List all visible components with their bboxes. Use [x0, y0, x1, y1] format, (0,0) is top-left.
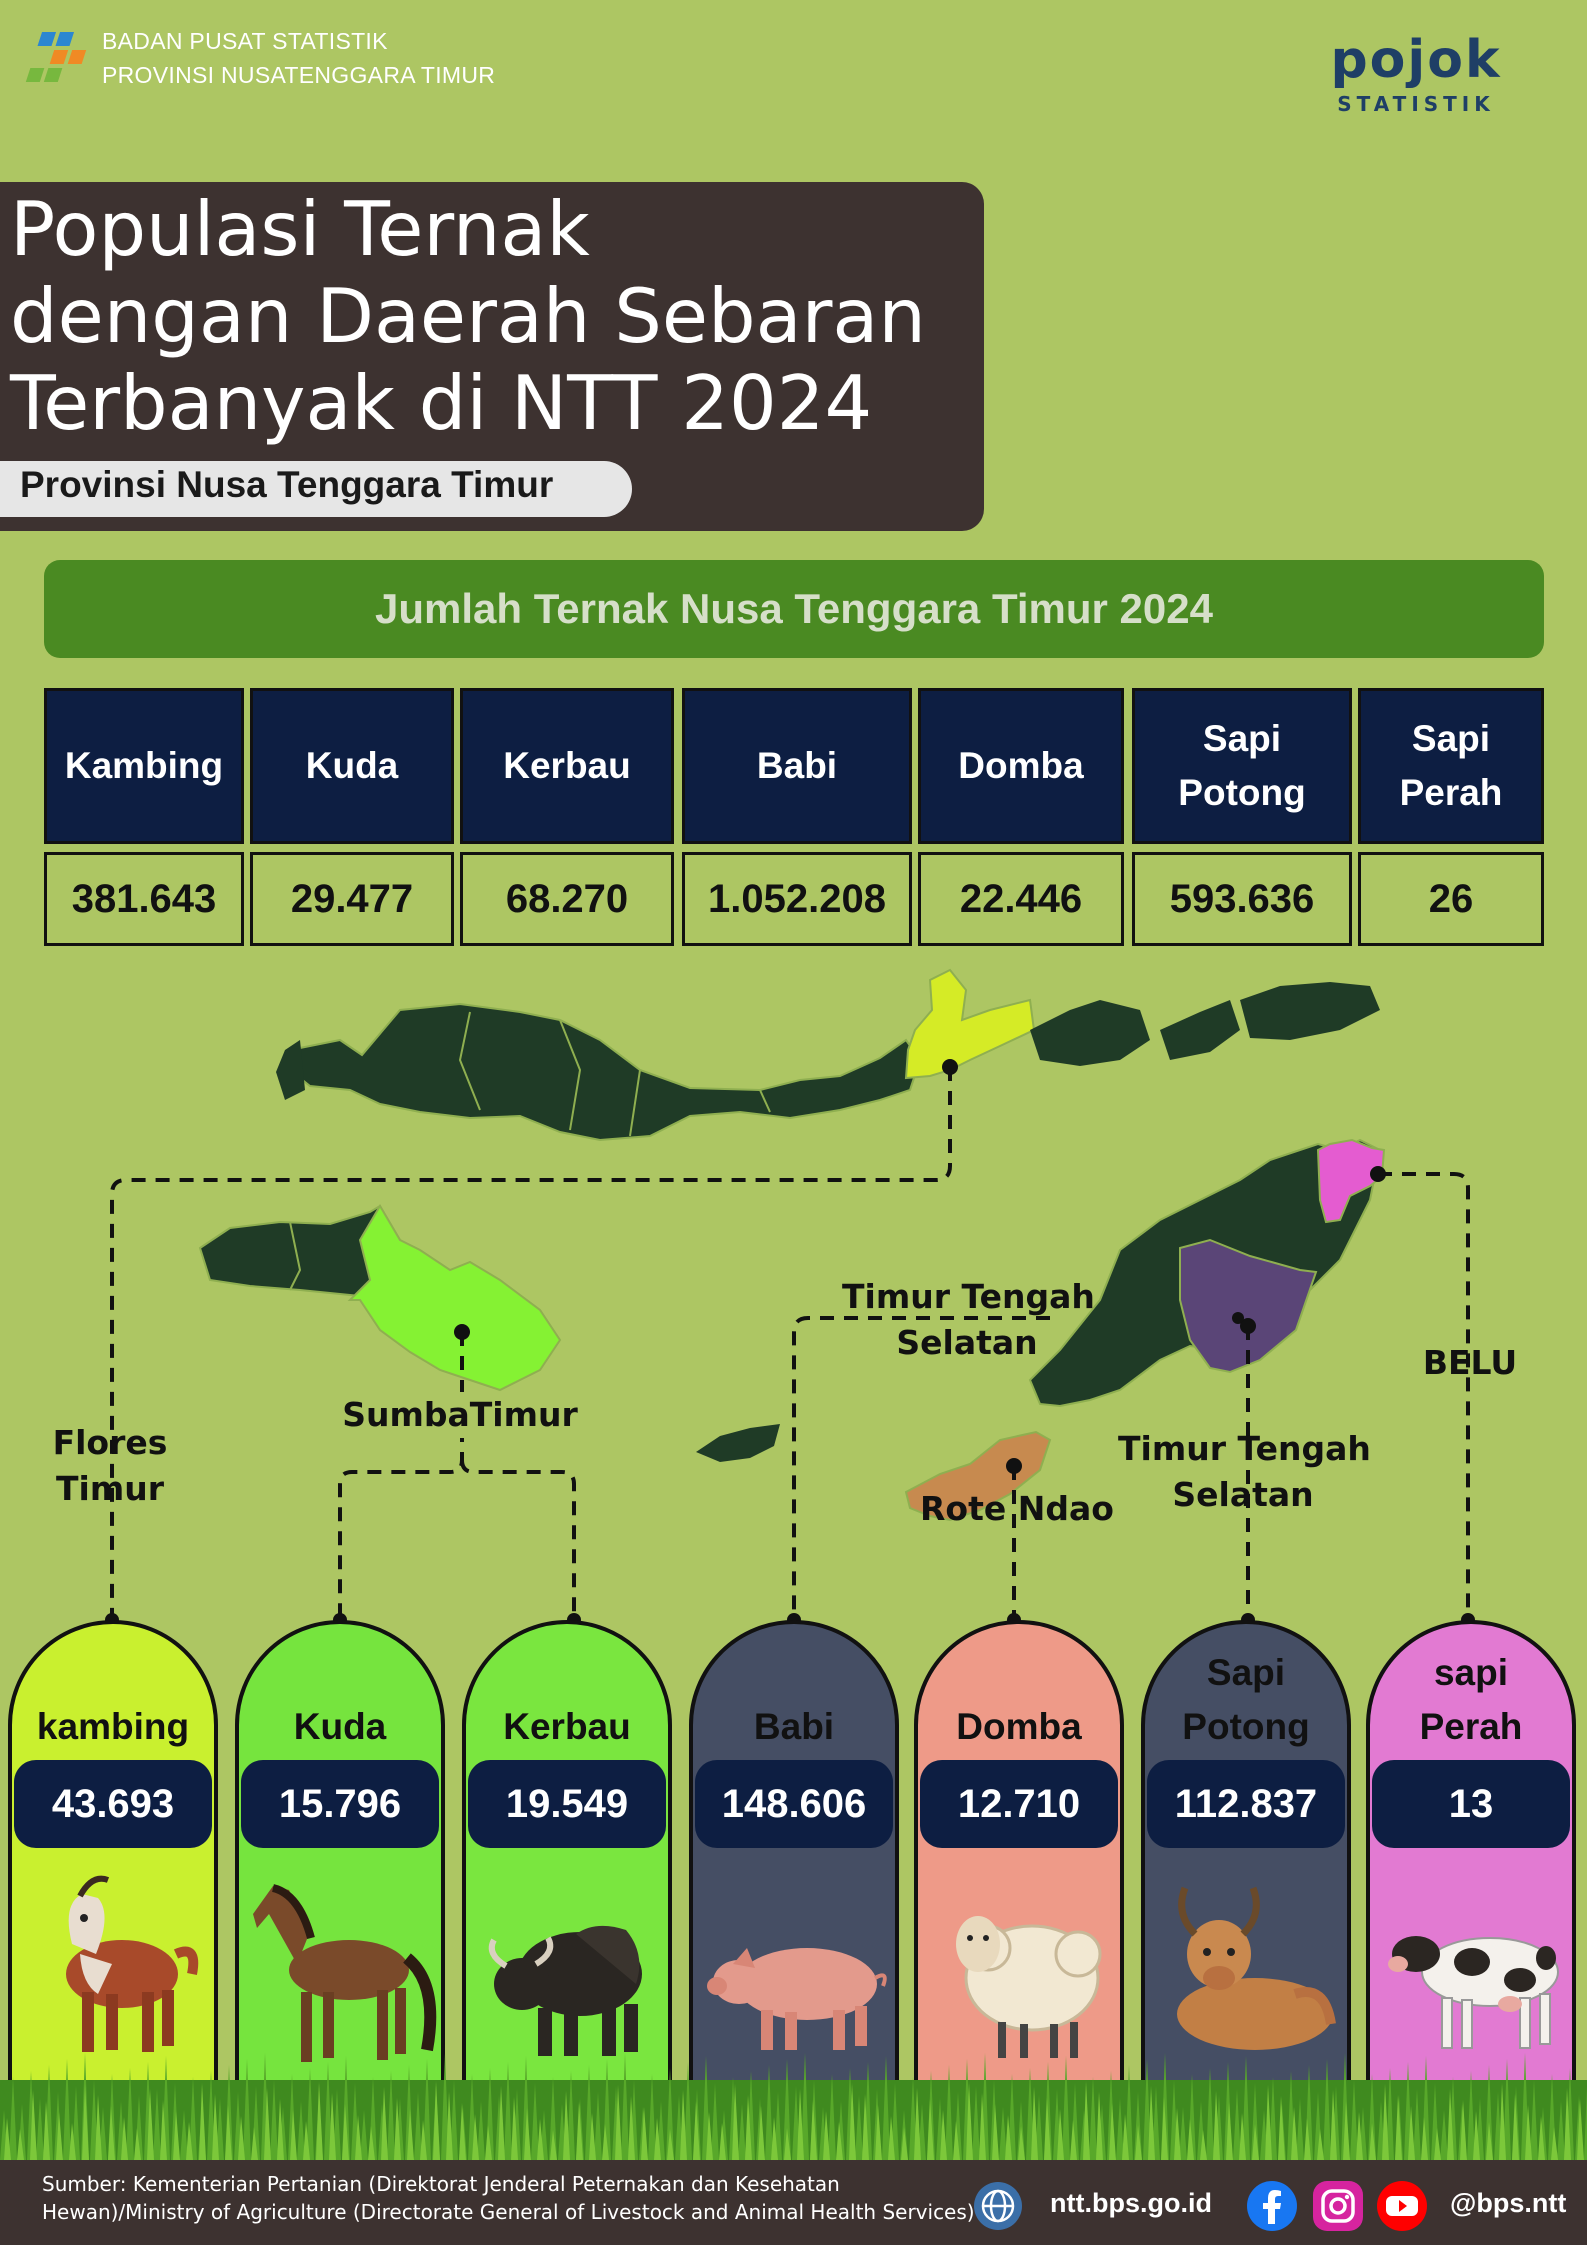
source-line1: Sumber: Kementerian Pertanian (Direktora… — [42, 2172, 840, 2196]
table-header-kerbau: Kerbau — [460, 688, 674, 844]
table-value-kuda: 29.477 — [250, 852, 454, 946]
map-label-belu: BELU — [1422, 1343, 1518, 1382]
section-header: Jumlah Ternak Nusa Tenggara Timur 2024 — [44, 560, 1544, 658]
card-sapi-perah: sapi Perah 13 — [1366, 1620, 1576, 2140]
table-header-label: Domba — [958, 745, 1084, 786]
table-header-domba: Domba — [918, 688, 1124, 844]
card-value-box: 148.606 — [693, 1760, 895, 1848]
goat-icon — [66, 1875, 199, 2052]
table-header-sapi-potong: Sapi Potong — [1132, 688, 1352, 844]
card-value-box: 15.796 — [239, 1760, 441, 1848]
table-header-label: Perah — [1399, 772, 1503, 813]
pojok-statistik-logo: pojok STATISTIK — [1326, 30, 1506, 122]
card-name: kambing — [36, 1706, 190, 1747]
card-name: Babi — [753, 1706, 835, 1747]
social-handle[interactable]: @bps.ntt — [1450, 2188, 1567, 2218]
card-name: Kuda — [293, 1706, 387, 1747]
ntt-map-graphic — [105, 968, 1475, 1627]
source-line2: Hewan)/Ministry of Agriculture (Director… — [42, 2200, 975, 2224]
page-title-line2: dengan Daerah Sebaran — [10, 272, 926, 360]
card-kuda: Kuda 15.796 — [235, 1620, 445, 2140]
card-value: 43.693 — [14, 1760, 212, 1848]
card-babi: Babi 148.606 — [689, 1620, 899, 2140]
card-name: sapi — [1433, 1652, 1509, 1693]
pojok-word: pojok — [1330, 30, 1502, 90]
page-title-line3: Terbanyak di NTT 2024 — [10, 359, 873, 447]
grass-decoration — [0, 2053, 1587, 2160]
card-value-box: 112.837 — [1145, 1760, 1347, 1848]
table-value-kerbau: 68.270 — [460, 852, 674, 946]
pig-icon — [707, 1948, 887, 2050]
map-label-line: Flores — [52, 1423, 168, 1462]
sheep-icon — [956, 1916, 1102, 2058]
horse-icon — [253, 1884, 437, 2062]
table-header-label: Kuda — [305, 745, 399, 786]
card-kambing: kambing 43.693 — [8, 1620, 218, 2140]
table-value-sapi-perah: 26 — [1358, 852, 1544, 946]
map-label-line: Timur — [56, 1469, 164, 1508]
org-name-line2: PROVINSI NUSATENGGARA TIMUR — [102, 62, 496, 88]
card-name: Potong — [1182, 1706, 1310, 1747]
bps-logo-icon — [25, 32, 87, 82]
subtitle-pill — [0, 461, 632, 517]
table-value-sapi-potong: 593.636 — [1132, 852, 1352, 946]
map-label-rote-ndao: Rote Ndao — [920, 1489, 1114, 1528]
ntt-province-map — [276, 968, 1380, 1142]
table-header-kambing: Kambing — [44, 688, 244, 844]
card-value: 15.796 — [241, 1760, 439, 1848]
table-header-kuda: Kuda — [250, 688, 454, 844]
map-label-line: Timur Tengah — [1118, 1429, 1371, 1468]
table-value-domba: 22.446 — [918, 852, 1124, 946]
card-domba: Domba 12.710 — [914, 1620, 1124, 2140]
globe-icon[interactable] — [972, 2180, 1024, 2232]
map-label-line: Selatan — [1172, 1475, 1314, 1514]
card-value-box: 19.549 — [466, 1760, 668, 1848]
bull-icon — [1177, 1886, 1336, 2050]
card-value-box: 13 — [1370, 1760, 1572, 1848]
table-header-label: Babi — [756, 745, 838, 786]
card-value-box: 43.693 — [12, 1760, 214, 1848]
sumba-map — [198, 1204, 562, 1392]
map-label-tts-2: Timur Tengah Selatan — [1118, 1426, 1371, 1518]
card-name: Sapi — [1206, 1652, 1286, 1693]
facebook-icon[interactable] — [1246, 2180, 1298, 2232]
table-value-kambing: 381.643 — [44, 852, 244, 946]
table-header-babi: Babi — [682, 688, 912, 844]
card-value: 13 — [1372, 1760, 1570, 1848]
card-sapi-potong: Sapi Potong 112.837 — [1141, 1620, 1351, 2140]
card-name: Perah — [1419, 1706, 1523, 1747]
table-header-label: Kambing — [64, 745, 224, 786]
connector-lines — [110, 1067, 1470, 1620]
buffalo-icon — [488, 1925, 642, 2056]
table-header-label: Sapi — [1202, 718, 1282, 759]
subtitle-text: Provinsi Nusa Tenggara Timur — [20, 464, 554, 505]
dairy-cow-icon — [1388, 1936, 1559, 2049]
table-header-label: Potong — [1178, 772, 1306, 813]
map-label-flores-timur: Flores Timur — [50, 1420, 170, 1512]
table-header-sapi-perah: Sapi Perah — [1358, 688, 1544, 844]
card-kerbau: Kerbau 19.549 — [462, 1620, 672, 2140]
map-label-line: Timur Tengah — [842, 1277, 1095, 1316]
page-title: Populasi Ternak dengan Daerah Sebaran Te… — [10, 186, 970, 447]
card-value: 19.549 — [468, 1760, 666, 1848]
map-label-line: Selatan — [896, 1323, 1038, 1362]
page-title-line1: Populasi Ternak — [10, 185, 590, 273]
youtube-icon[interactable] — [1376, 2180, 1428, 2232]
card-value: 148.606 — [695, 1760, 893, 1848]
table-header-label: Kerbau — [503, 745, 631, 786]
website-link[interactable]: ntt.bps.go.id — [1050, 2188, 1212, 2218]
card-value: 112.837 — [1147, 1760, 1345, 1848]
map-label-tts-1: Timur Tengah Selatan — [842, 1274, 1095, 1366]
map-label-sumba-timur: SumbaTimur — [340, 1392, 580, 1438]
table-header-label: Sapi — [1411, 718, 1491, 759]
timor-map — [696, 1138, 1386, 1522]
pojok-subtitle: STATISTIK — [1337, 92, 1495, 116]
instagram-icon[interactable] — [1312, 2180, 1364, 2232]
card-name: Domba — [956, 1706, 1082, 1747]
card-value: 12.710 — [920, 1760, 1118, 1848]
card-name: Kerbau — [503, 1706, 631, 1747]
table-value-babi: 1.052.208 — [682, 852, 912, 946]
org-name-line1: BADAN PUSAT STATISTIK — [102, 28, 388, 54]
card-value-box: 12.710 — [918, 1760, 1120, 1848]
